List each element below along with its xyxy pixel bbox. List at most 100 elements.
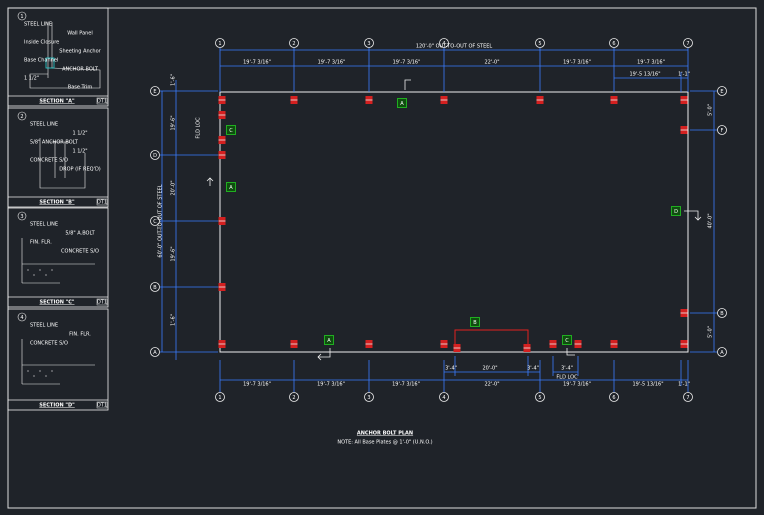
- grid-label: A: [153, 350, 157, 356]
- grid-bubble: [364, 392, 374, 402]
- section-note: 5/8" ANCHOR BOLT: [30, 140, 79, 146]
- callout-label: C: [565, 338, 569, 344]
- grid-label: E: [720, 89, 723, 95]
- sheet-box: [96, 198, 108, 206]
- aggregate: [51, 269, 53, 271]
- callout-arrow: [317, 348, 331, 361]
- grid-bubble: [717, 308, 727, 318]
- dim-text: 19'-7 3/16": [563, 60, 591, 66]
- grid-bubble: [364, 38, 374, 48]
- aggregate: [27, 269, 29, 271]
- section-panel: [7, 7, 109, 107]
- callout-label: A: [400, 101, 404, 107]
- dim-text: 20'-0": [482, 366, 497, 372]
- dim-text: 22'-0": [484, 382, 499, 388]
- grid-bubble: [717, 347, 727, 357]
- aggregate: [27, 370, 29, 372]
- grid-label: D: [153, 153, 157, 159]
- section-note: STEEL LINE: [30, 122, 58, 128]
- door-opening: [454, 329, 529, 352]
- grid-bubble: [439, 38, 449, 48]
- field-note: FLD LOC: [196, 117, 202, 139]
- section-bubble: [17, 312, 27, 322]
- grid-label: 4: [442, 41, 445, 47]
- dim-text: 3'-4": [527, 366, 539, 372]
- callout-arrow: [206, 177, 214, 186]
- callout-box: [470, 317, 480, 327]
- dim-text: 40'-0": [708, 213, 714, 228]
- grid-label: 1: [218, 41, 221, 47]
- dim-text: 19'-7 3/16": [637, 60, 665, 66]
- callout-box: [226, 182, 236, 192]
- aggregate: [45, 274, 47, 276]
- callout-label: A: [327, 338, 331, 344]
- callout-label: B: [473, 320, 477, 326]
- grid-label: A: [720, 350, 724, 356]
- grid-bubble: [150, 86, 160, 96]
- aggregate: [39, 370, 41, 372]
- section-bubble: [17, 211, 27, 221]
- section-bubble: [17, 11, 27, 21]
- grid-bubble: [717, 86, 727, 96]
- grid-label: 6: [612, 41, 615, 47]
- grid-bubble: [717, 125, 727, 135]
- section-panel: [7, 308, 109, 411]
- sheet-box: [96, 401, 108, 409]
- sheet-ref: DT1: [97, 300, 107, 306]
- section-note: STEEL LINE: [30, 323, 58, 329]
- dim-text: 19'-7 3/16": [243, 382, 271, 388]
- dim-text: 19'-5 13/16": [629, 72, 660, 78]
- sheet-box: [96, 298, 108, 306]
- dim-text: 5'-0": [708, 104, 714, 116]
- grid-label: 4: [442, 395, 445, 401]
- grid-label: 2: [292, 41, 295, 47]
- callout-arrow: [404, 79, 411, 90]
- aggregate: [51, 370, 53, 372]
- dim-text: 19'-7 3/16": [243, 60, 271, 66]
- callout-label: C: [229, 128, 233, 134]
- dim-text: 1'-6": [171, 74, 177, 86]
- grid-bubble: [215, 392, 225, 402]
- grid-bubble: [439, 392, 449, 402]
- callout-label: A: [229, 185, 233, 191]
- grid-bubble: [683, 392, 693, 402]
- field-note: FLD LOC: [556, 375, 578, 381]
- grid-bubble: [150, 150, 160, 160]
- section-panel: [7, 107, 109, 208]
- dim-text: 1'-1": [678, 72, 690, 78]
- section-note: FIN. FLR.: [30, 240, 52, 246]
- callout-arrow: [566, 348, 575, 356]
- dim-text: 5'-0": [708, 326, 714, 338]
- section-note: CONCRETE S/O: [61, 249, 99, 255]
- section-note: 1 1/2": [72, 131, 87, 137]
- section-title: SECTION "C": [39, 300, 74, 306]
- grid-bubble: [150, 347, 160, 357]
- section-note: Sheeting Anchor: [59, 49, 101, 55]
- callout-box: [324, 335, 334, 345]
- dim-text: 19'-6": [171, 115, 177, 130]
- detail: [21, 238, 95, 284]
- grid-label: 7: [686, 41, 689, 47]
- sheet-box: [96, 97, 108, 105]
- callout-box: [397, 98, 407, 108]
- grid-label: 3: [367, 41, 370, 47]
- section-panel: [7, 207, 109, 308]
- grid-label: 2: [292, 395, 295, 401]
- section-title: SECTION "D": [39, 403, 75, 409]
- plan-note: NOTE: All Base Plates @ 1'-0" (U.N.O.): [337, 440, 432, 446]
- aggregate: [39, 269, 41, 271]
- grid-label: 7: [686, 395, 689, 401]
- section-bubble: [17, 111, 27, 121]
- section-note: 5/8" A.BOLT: [65, 231, 95, 237]
- sheet-ref: DT1: [97, 99, 107, 105]
- sheet-ref: DT1: [97, 403, 107, 409]
- callout-box: [671, 206, 681, 216]
- section-note: ANCHOR BOLT: [62, 67, 99, 73]
- grid-label: F: [721, 128, 724, 134]
- dim-text: 1'-6": [171, 314, 177, 326]
- section-note: Inside Closure: [24, 40, 59, 46]
- grid-label: B: [153, 285, 157, 291]
- aggregate: [33, 375, 35, 377]
- grid-bubble: [535, 392, 545, 402]
- grid-bubble: [150, 216, 160, 226]
